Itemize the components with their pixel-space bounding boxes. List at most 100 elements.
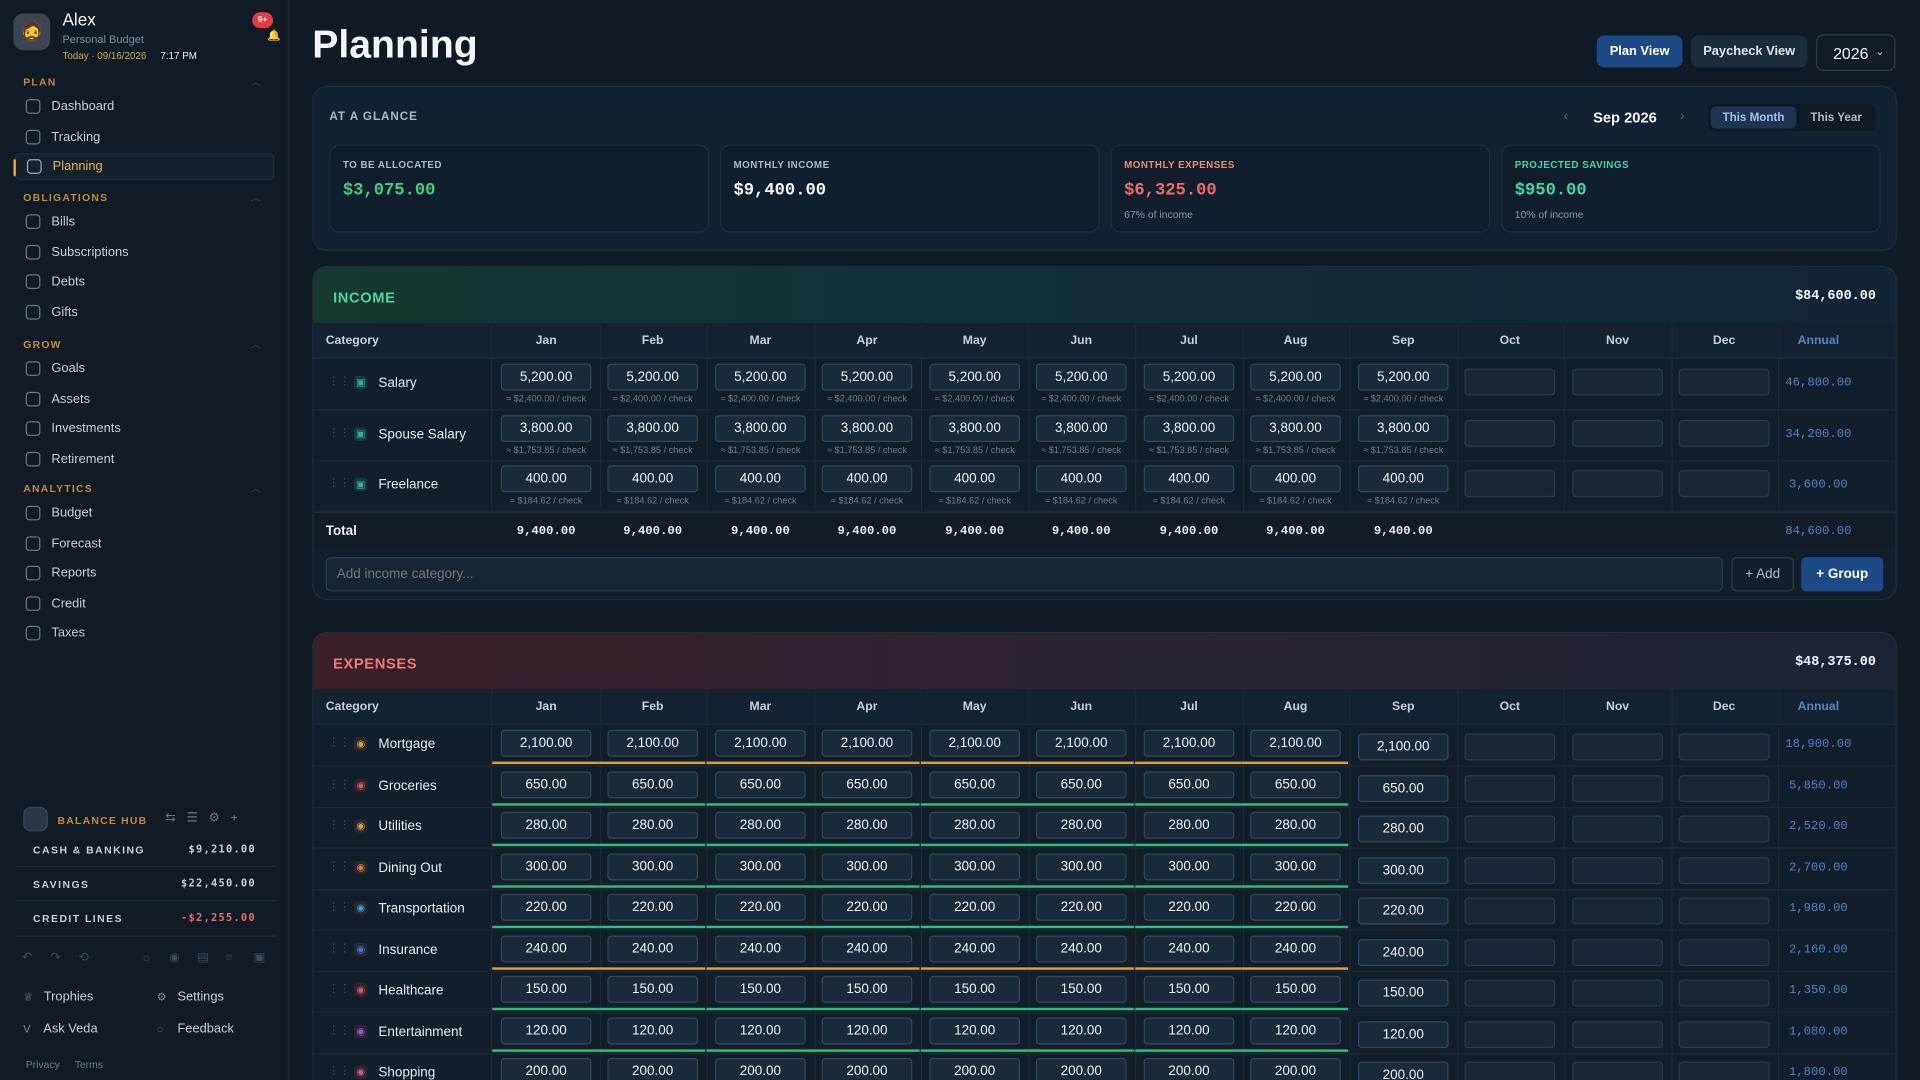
- amount-cell-feb[interactable]: 240.00: [607, 934, 698, 962]
- amount-cell-may[interactable]: 400.00: [929, 465, 1021, 493]
- amount-cell-aug[interactable]: 5,200.00: [1250, 363, 1341, 391]
- amount-cell-jun[interactable]: 300.00: [1035, 852, 1127, 880]
- drag-handle-icon[interactable]: ⋮⋮: [328, 776, 351, 790]
- amount-cell-feb[interactable]: 280.00: [607, 811, 698, 839]
- drag-handle-icon[interactable]: ⋮⋮: [328, 735, 351, 749]
- amount-cell-may[interactable]: 200.00: [929, 1057, 1021, 1080]
- amount-cell-jun[interactable]: 650.00: [1035, 770, 1127, 798]
- amount-cell-feb[interactable]: 5,200.00: [607, 363, 698, 391]
- amount-cell-jun[interactable]: 220.00: [1035, 893, 1127, 921]
- expense-row-name[interactable]: Dining Out: [378, 860, 443, 875]
- expense-row-name[interactable]: Insurance: [378, 942, 438, 957]
- amount-cell-apr[interactable]: 650.00: [821, 770, 913, 798]
- amount-cell-jul[interactable]: 400.00: [1143, 465, 1235, 493]
- amount-cell-mar[interactable]: 240.00: [715, 934, 806, 962]
- amount-cell-apr[interactable]: 400.00: [821, 465, 913, 493]
- amount-cell-jul[interactable]: 120.00: [1143, 1016, 1235, 1044]
- next-month-icon[interactable]: ›: [1680, 108, 1685, 124]
- amount-cell-jul[interactable]: 5,200.00: [1143, 363, 1235, 391]
- amount-cell-sep[interactable]: 300.00: [1357, 856, 1449, 884]
- sidebar-item-debts[interactable]: Debts: [15, 268, 275, 295]
- drag-handle-icon[interactable]: ⋮⋮: [328, 476, 351, 490]
- amount-cell-sep[interactable]: 200.00: [1357, 1061, 1449, 1080]
- amount-cell-sep[interactable]: 120.00: [1357, 1020, 1449, 1048]
- sidebar-item-credit[interactable]: Credit: [15, 590, 275, 617]
- amount-cell-sep[interactable]: 150.00: [1357, 979, 1449, 1007]
- amount-cell-oct[interactable]: [1464, 897, 1556, 925]
- notification-badge[interactable]: 9+: [252, 12, 274, 29]
- drag-handle-icon[interactable]: ⋮⋮: [328, 858, 351, 872]
- amount-cell-feb[interactable]: 200.00: [607, 1057, 698, 1080]
- expenses-header[interactable]: EXPENSES $48,375.00: [313, 633, 1896, 690]
- amount-cell-dec[interactable]: [1678, 733, 1770, 761]
- amount-cell-jul[interactable]: 280.00: [1143, 811, 1235, 839]
- amount-cell-sep[interactable]: 220.00: [1357, 897, 1449, 925]
- history-icon[interactable]: ⟲: [78, 951, 89, 965]
- amount-cell-aug[interactable]: 200.00: [1250, 1057, 1341, 1080]
- amount-cell-jul[interactable]: 220.00: [1143, 893, 1235, 921]
- amount-cell-apr[interactable]: 220.00: [821, 893, 913, 921]
- drag-handle-icon[interactable]: ⋮⋮: [328, 900, 351, 913]
- amount-cell-feb[interactable]: 3,800.00: [607, 414, 698, 442]
- amount-cell-oct[interactable]: [1464, 815, 1556, 843]
- amount-cell-apr[interactable]: 2,100.00: [821, 729, 913, 757]
- amount-cell-mar[interactable]: 220.00: [715, 893, 806, 921]
- amount-cell-oct[interactable]: [1464, 938, 1556, 966]
- amount-cell-jul[interactable]: 150.00: [1143, 975, 1235, 1003]
- amount-cell-dec[interactable]: [1678, 774, 1770, 802]
- amount-cell-jan[interactable]: 280.00: [500, 811, 592, 839]
- amount-cell-may[interactable]: 2,100.00: [929, 729, 1021, 757]
- expense-row-name[interactable]: Groceries: [378, 778, 437, 793]
- expense-row-name[interactable]: Healthcare: [378, 983, 444, 998]
- income-row-name[interactable]: Salary: [378, 375, 417, 391]
- redo-icon[interactable]: ↷: [50, 951, 61, 965]
- add-group-button[interactable]: + Group: [1801, 557, 1884, 592]
- amount-cell-feb[interactable]: 150.00: [607, 975, 698, 1003]
- amount-cell-may[interactable]: 150.00: [929, 975, 1021, 1003]
- amount-cell-apr[interactable]: 240.00: [821, 934, 913, 962]
- amount-cell-sep[interactable]: 650.00: [1357, 774, 1449, 802]
- amount-cell-oct[interactable]: [1464, 419, 1556, 447]
- amount-cell-dec[interactable]: [1678, 897, 1770, 925]
- terms-link[interactable]: Terms: [74, 1057, 104, 1071]
- amount-cell-may[interactable]: 120.00: [929, 1016, 1021, 1044]
- amount-cell-oct[interactable]: [1464, 733, 1556, 761]
- amount-cell-feb[interactable]: 650.00: [607, 770, 698, 798]
- amount-cell-dec[interactable]: [1678, 815, 1770, 843]
- amount-cell-jan[interactable]: 2,100.00: [500, 729, 592, 757]
- amount-cell-mar[interactable]: 3,800.00: [715, 414, 806, 442]
- sidebar-item-bills[interactable]: Bills: [15, 208, 275, 235]
- amount-cell-oct[interactable]: [1464, 774, 1556, 802]
- amount-cell-mar[interactable]: 5,200.00: [715, 363, 806, 391]
- amount-cell-nov[interactable]: [1572, 1061, 1663, 1080]
- amount-cell-jul[interactable]: 300.00: [1143, 852, 1235, 880]
- amount-cell-sep[interactable]: 400.00: [1357, 465, 1449, 493]
- sidebar-item-tracking[interactable]: Tracking: [15, 123, 275, 150]
- expense-row-name[interactable]: Mortgage: [378, 737, 436, 752]
- amount-cell-feb[interactable]: 300.00: [607, 852, 698, 880]
- amount-cell-jan[interactable]: 200.00: [500, 1057, 592, 1080]
- sidebar-item-taxes[interactable]: Taxes: [15, 620, 275, 647]
- income-row-name[interactable]: Freelance: [378, 478, 439, 493]
- amount-cell-apr[interactable]: 150.00: [821, 975, 913, 1003]
- amount-cell-sep[interactable]: 240.00: [1357, 938, 1449, 966]
- amount-cell-oct[interactable]: [1464, 856, 1556, 884]
- amount-cell-jul[interactable]: 650.00: [1143, 770, 1235, 798]
- add-income-input[interactable]: [325, 557, 1723, 592]
- profile[interactable]: 🧔 Alex Personal Budget Today · 09/16/202…: [13, 10, 282, 66]
- amount-cell-oct[interactable]: [1464, 1020, 1556, 1048]
- this-month-tab[interactable]: This Month: [1710, 106, 1797, 129]
- amount-cell-aug[interactable]: 3,800.00: [1250, 414, 1341, 442]
- amount-cell-jun[interactable]: 3,800.00: [1035, 414, 1127, 442]
- amount-cell-jan[interactable]: 5,200.00: [500, 363, 592, 391]
- chevron-up-icon[interactable]: ︿: [251, 339, 261, 351]
- amount-cell-nov[interactable]: [1572, 897, 1663, 925]
- privacy-link[interactable]: Privacy: [25, 1057, 60, 1071]
- amount-cell-mar[interactable]: 280.00: [715, 811, 806, 839]
- amount-cell-jun[interactable]: 5,200.00: [1035, 363, 1127, 391]
- sidebar-item-dashboard[interactable]: Dashboard: [15, 93, 275, 120]
- undo-icon[interactable]: ↶: [22, 951, 33, 965]
- amount-cell-jan[interactable]: 3,800.00: [500, 414, 592, 442]
- income-row-name[interactable]: Spouse Salary: [378, 426, 466, 442]
- expense-row-name[interactable]: Shopping: [378, 1065, 436, 1080]
